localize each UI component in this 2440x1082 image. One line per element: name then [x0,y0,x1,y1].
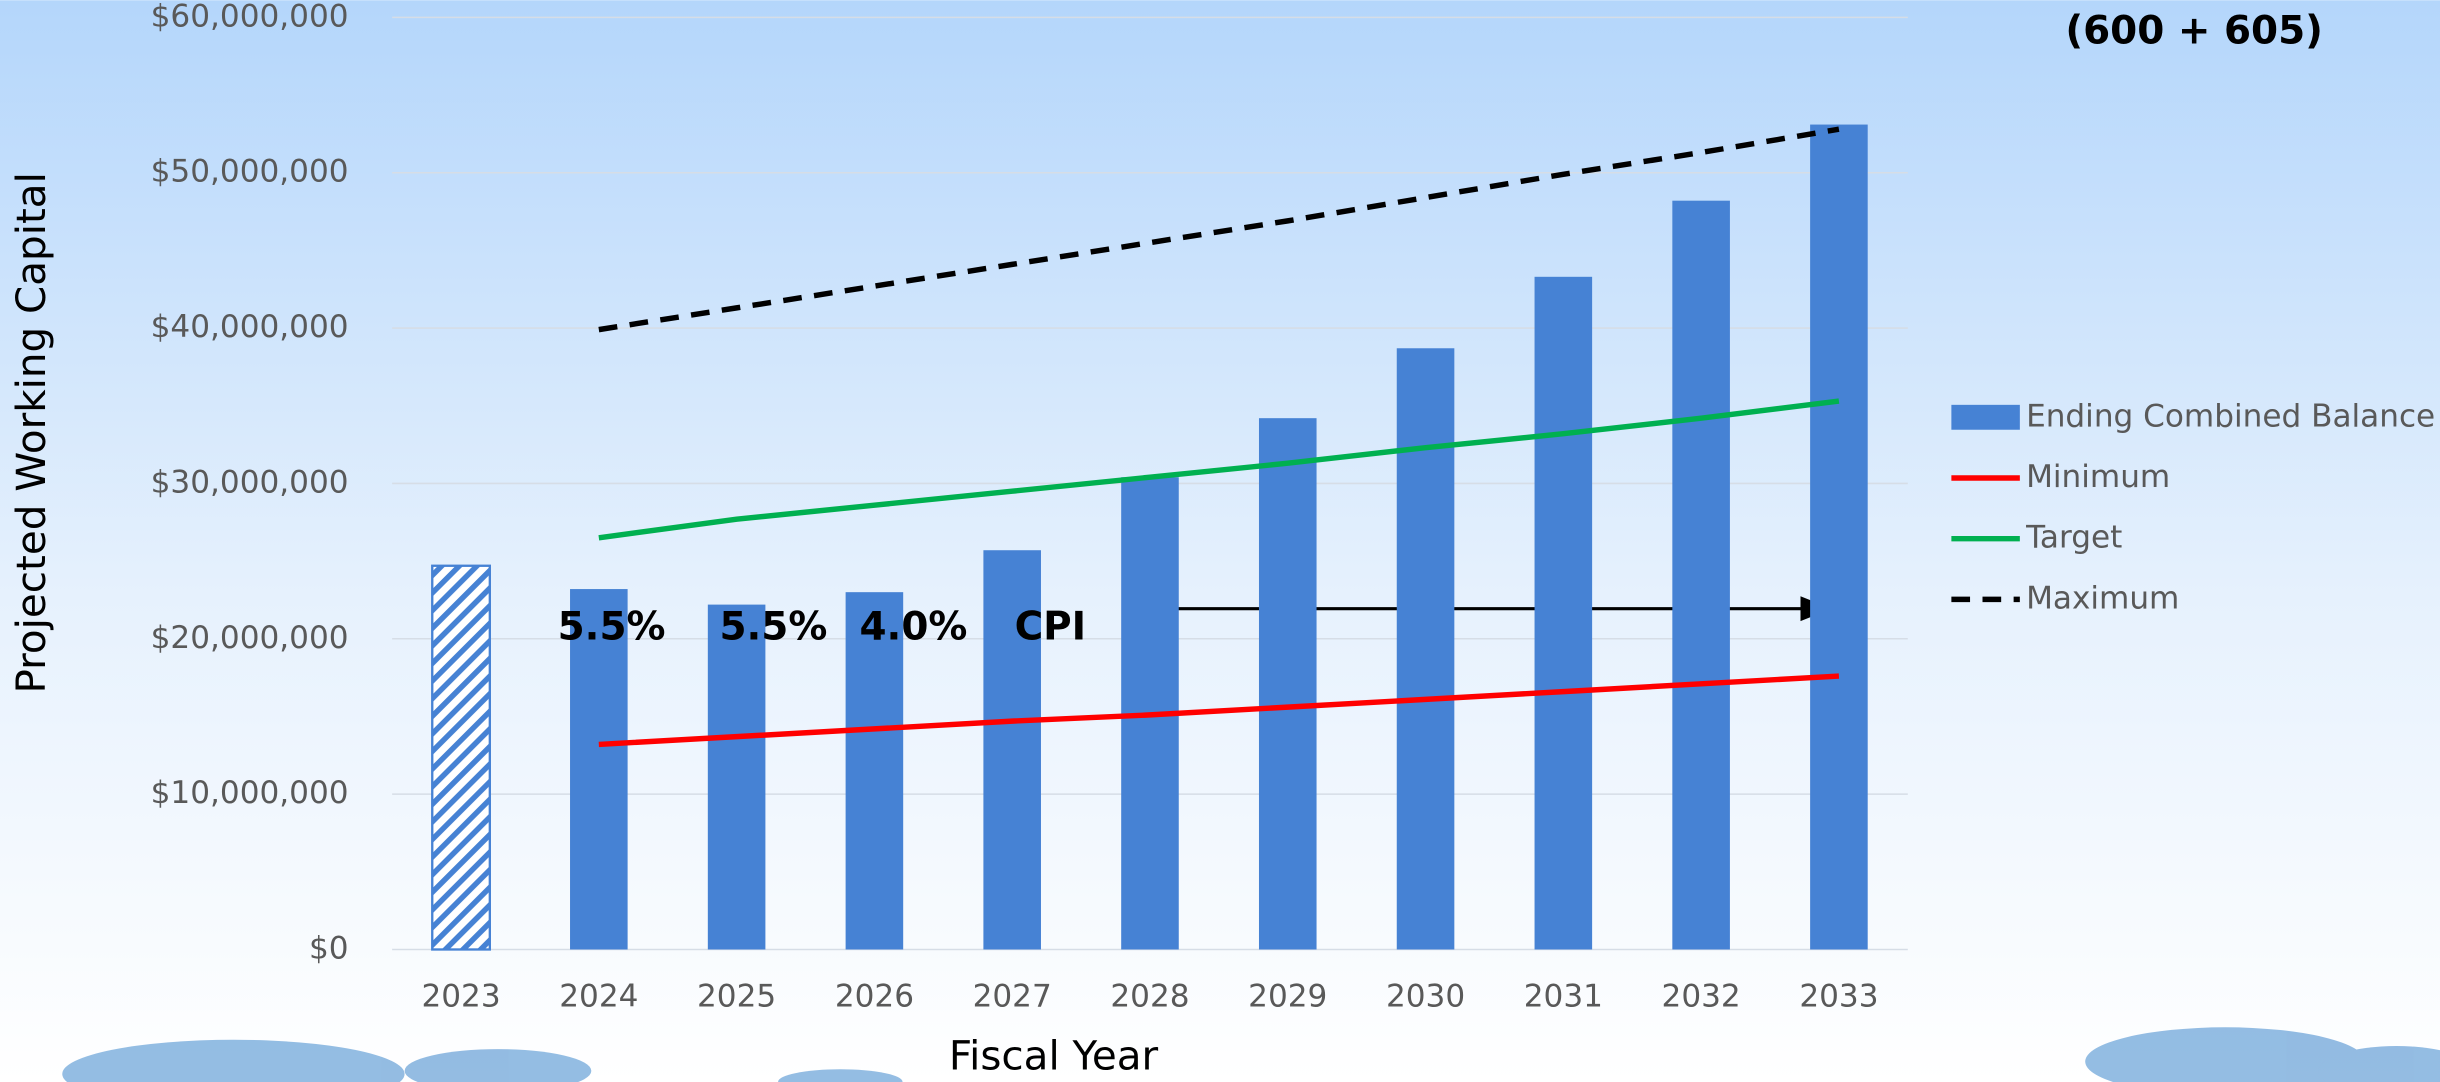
bar [1534,276,1593,950]
chart-title: (600 + 605) [2065,8,2323,53]
water-splash [62,1027,2440,1082]
line-3 [598,126,1840,333]
annotation: CPI [1015,604,1087,649]
legend-label: Minimum [2026,459,2170,495]
x-tick-label: 2024 [559,979,638,1015]
x-tick-label: 2031 [1524,979,1603,1015]
legend: Ending Combined Balance Minimum Target Maxi… [1951,398,2435,616]
x-tick-label: 2026 [835,979,914,1015]
y-axis-title: Projected Working Capital [7,172,55,693]
bar [570,589,628,950]
bar [1258,418,1317,950]
x-tick-label: 2032 [1662,979,1741,1015]
annotation: 4.0% [860,604,968,649]
bar [845,592,904,950]
line-1 [598,673,1840,748]
y-tick-label: $10,000,000 [151,775,349,811]
bar [1672,200,1730,950]
y-tick-label: $60,000,000 [151,0,349,34]
y-tick-label: $0 [309,930,349,966]
y-tick-label: $30,000,000 [151,464,349,500]
bar [1810,124,1868,950]
x-tick-label: 2027 [973,979,1052,1015]
bar [983,550,1041,950]
x-axis-title: Fiscal Year [949,1031,1159,1079]
y-tick-label: $40,000,000 [151,309,349,345]
legend-label: Ending Combined Balance [2026,398,2435,434]
annotation: 5.5% [719,604,827,649]
x-tick-label: 2033 [1799,979,1878,1015]
y-tick-label: $20,000,000 [151,620,349,656]
line-2 [598,398,1840,541]
x-tick-label: 2023 [421,979,500,1015]
x-tick-label: 2028 [1110,979,1189,1015]
y-tick-label: $50,000,000 [151,154,349,190]
legend-swatch [1951,404,2020,430]
x-tick-label: 2030 [1386,979,1465,1015]
legend-label: Maximum [2026,580,2179,616]
bar [1396,348,1455,950]
x-tick-label: 2025 [697,979,776,1015]
bar [707,604,766,950]
legend-label: Target [2025,520,2122,556]
bar [431,564,491,951]
x-tick-label: 2029 [1248,979,1327,1015]
annotation: 5.5% [558,604,666,649]
